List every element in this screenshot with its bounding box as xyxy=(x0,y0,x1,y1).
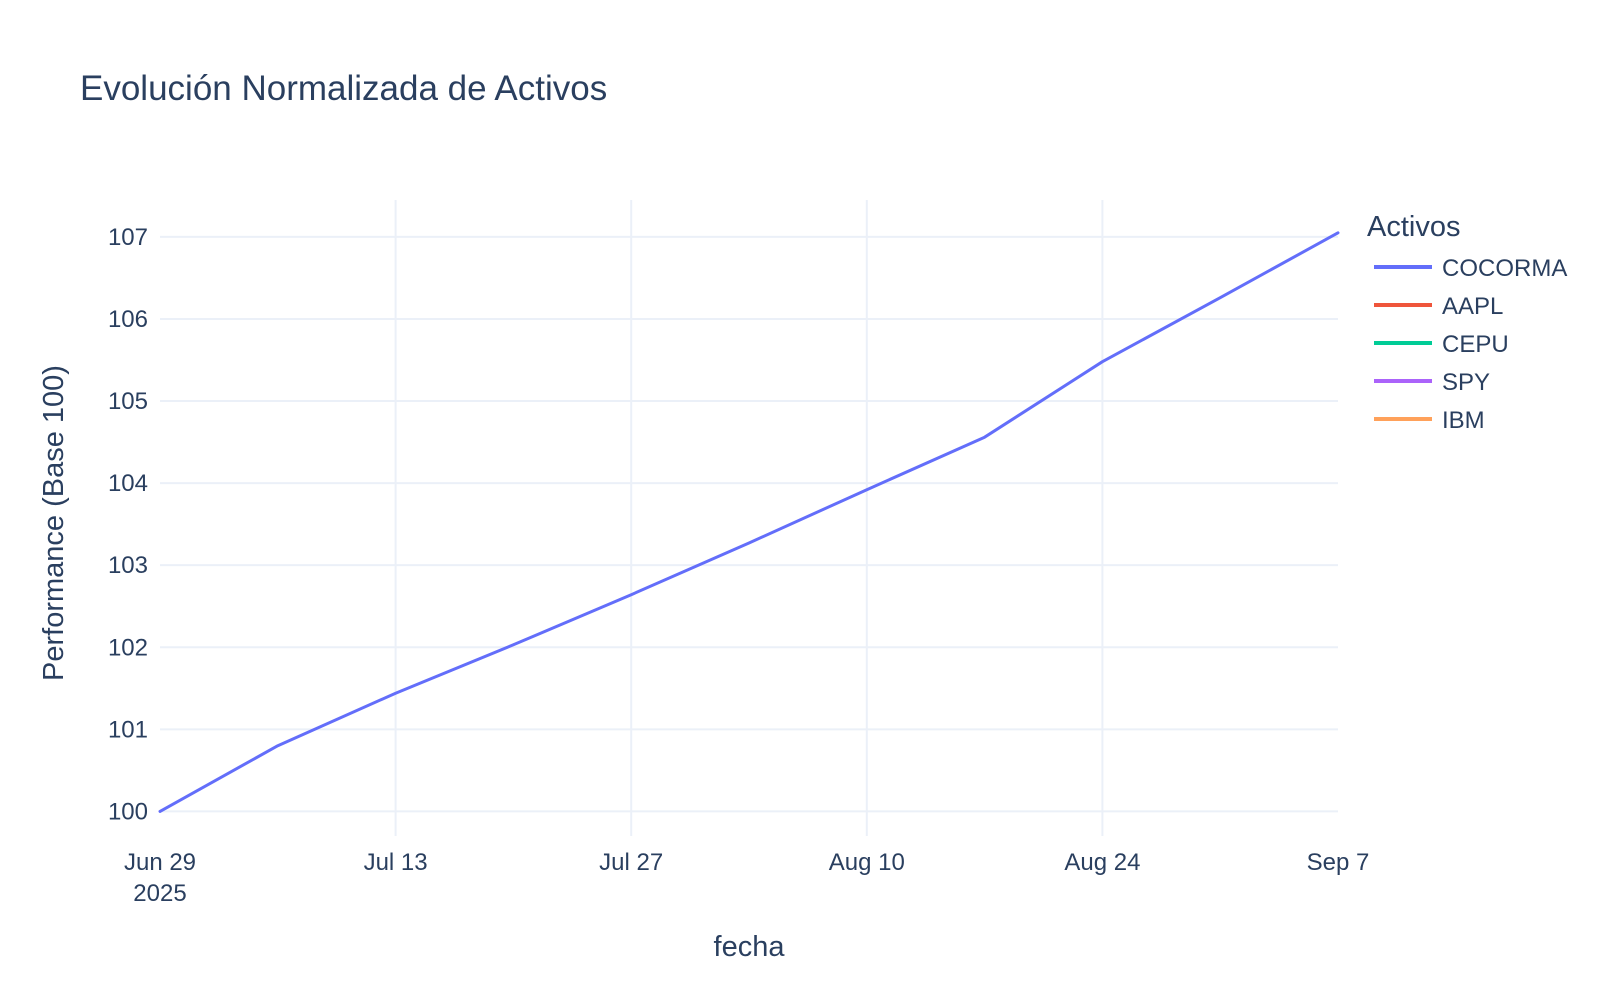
grid-lines xyxy=(160,200,1338,836)
y-tick-label: 106 xyxy=(108,306,148,333)
x-axis-title: fecha xyxy=(714,931,786,963)
x-tick-label: Sep 7 xyxy=(1307,849,1370,876)
legend-label: CEPU xyxy=(1442,331,1509,358)
legend-label: SPY xyxy=(1442,369,1490,396)
series-lines xyxy=(158,231,1340,813)
y-tick-label: 105 xyxy=(108,388,148,415)
y-tick-label: 102 xyxy=(108,634,148,661)
x-tick-sublabel: 2025 xyxy=(133,880,186,907)
legend[interactable]: COCORMA AAPL CEPU SPY IBM xyxy=(1374,255,1567,434)
series-line-cocorma xyxy=(158,231,1340,813)
legend-label: AAPL xyxy=(1442,293,1503,320)
x-tick-label: Jun 29 xyxy=(124,849,196,876)
legend-title: Activos xyxy=(1367,211,1460,243)
y-tick-label: 101 xyxy=(108,716,148,743)
legend-item-ibm[interactable]: IBM xyxy=(1374,407,1485,434)
y-tick-label: 100 xyxy=(108,798,148,825)
x-tick-label: Jul 27 xyxy=(599,849,663,876)
y-tick-label: 103 xyxy=(108,552,148,579)
x-tick-label: Jul 13 xyxy=(364,849,428,876)
legend-item-cocorma[interactable]: COCORMA xyxy=(1374,255,1567,282)
x-axis-ticks: Jun 29 2025 Jul 13 Jul 27 Aug 10 Aug 24 Sep 7 xyxy=(124,849,1369,907)
y-tick-label: 107 xyxy=(108,224,148,251)
legend-item-spy[interactable]: SPY xyxy=(1374,369,1490,396)
legend-label: IBM xyxy=(1442,407,1485,434)
y-axis-ticks: 100 101 102 103 104 105 106 107 xyxy=(108,224,148,825)
y-tick-label: 104 xyxy=(108,470,148,497)
chart-title: Evolución Normalizada de Activos xyxy=(80,69,607,108)
y-axis-title: Performance (Base 100) xyxy=(38,365,70,681)
legend-item-aapl[interactable]: AAPL xyxy=(1374,293,1503,320)
legend-label: COCORMA xyxy=(1442,255,1567,282)
x-tick-label: Aug 24 xyxy=(1064,849,1140,876)
x-tick-label: Aug 10 xyxy=(829,849,905,876)
legend-item-cepu[interactable]: CEPU xyxy=(1374,331,1509,358)
